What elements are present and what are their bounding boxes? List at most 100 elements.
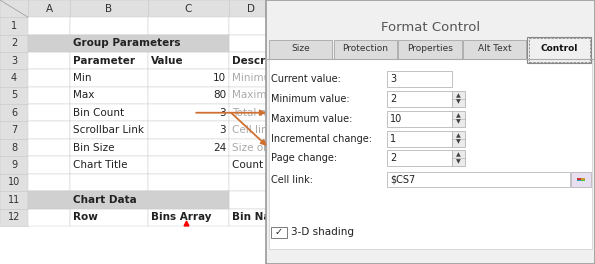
Bar bbox=[0, 104, 28, 121]
Bar bbox=[148, 52, 229, 69]
Text: $CS7: $CS7 bbox=[390, 175, 415, 185]
Bar bbox=[488, 121, 595, 139]
Bar bbox=[387, 172, 570, 187]
Text: 10: 10 bbox=[213, 73, 226, 83]
Bar bbox=[488, 191, 595, 209]
Bar bbox=[28, 156, 70, 174]
Text: Bin Name: Bin Name bbox=[232, 212, 289, 222]
Bar bbox=[528, 38, 590, 62]
Bar bbox=[28, 35, 70, 52]
Text: Cell link to: Cell link to bbox=[232, 125, 287, 135]
Bar bbox=[70, 174, 148, 191]
Bar bbox=[148, 156, 229, 174]
Bar bbox=[28, 209, 70, 226]
Bar bbox=[405, 174, 488, 191]
Bar bbox=[405, 139, 488, 156]
Text: Minimum v: Minimum v bbox=[232, 73, 290, 83]
Bar bbox=[28, 35, 229, 52]
Text: 12: 12 bbox=[8, 212, 20, 222]
Bar bbox=[488, 156, 595, 174]
Bar bbox=[488, 139, 595, 156]
Text: 9: 9 bbox=[11, 160, 17, 170]
Bar bbox=[28, 139, 70, 156]
Text: 80: 80 bbox=[213, 91, 226, 100]
Bar bbox=[387, 150, 452, 166]
Bar bbox=[452, 91, 465, 107]
Bar bbox=[336, 139, 405, 156]
Text: 4: 4 bbox=[11, 73, 17, 83]
Text: Page change:: Page change: bbox=[271, 153, 337, 163]
Bar bbox=[405, 121, 488, 139]
Bar bbox=[269, 59, 592, 249]
Bar bbox=[336, 69, 405, 87]
Text: Row: Row bbox=[73, 212, 98, 222]
Text: Chart Title: Chart Title bbox=[73, 160, 128, 170]
Text: Bins Array: Bins Array bbox=[151, 212, 211, 222]
Bar bbox=[405, 35, 488, 52]
Bar bbox=[581, 178, 585, 180]
Bar bbox=[148, 17, 229, 35]
Text: Description: Description bbox=[232, 56, 300, 66]
Bar bbox=[28, 174, 70, 191]
Bar bbox=[229, 104, 274, 121]
Bar bbox=[274, 87, 336, 104]
Text: ▲: ▲ bbox=[456, 113, 461, 118]
Bar bbox=[527, 37, 591, 63]
Bar bbox=[274, 121, 336, 139]
Bar bbox=[70, 139, 148, 156]
Bar bbox=[148, 191, 229, 209]
Text: Alt Text: Alt Text bbox=[478, 44, 511, 53]
Text: 3: 3 bbox=[220, 125, 226, 135]
Bar bbox=[229, 35, 274, 52]
Text: 11: 11 bbox=[8, 195, 20, 205]
Bar bbox=[229, 209, 274, 226]
Bar bbox=[148, 35, 229, 52]
Bar bbox=[488, 87, 595, 104]
Bar bbox=[70, 0, 148, 17]
Text: Total numb: Total numb bbox=[232, 108, 290, 118]
Bar bbox=[577, 180, 581, 181]
Bar bbox=[70, 17, 148, 35]
Bar bbox=[229, 17, 274, 35]
Bar bbox=[70, 52, 148, 69]
Text: Scrollbar Link: Scrollbar Link bbox=[73, 125, 144, 135]
Bar bbox=[70, 156, 148, 174]
Text: A: A bbox=[46, 4, 52, 13]
Text: D: D bbox=[248, 4, 255, 13]
Text: ▼: ▼ bbox=[456, 139, 461, 144]
Text: 10: 10 bbox=[8, 177, 20, 187]
Bar bbox=[70, 121, 148, 139]
Bar bbox=[336, 156, 405, 174]
Text: ▼: ▼ bbox=[456, 159, 461, 164]
Bar bbox=[387, 71, 452, 87]
Bar bbox=[387, 131, 452, 147]
Text: Min: Min bbox=[73, 73, 92, 83]
Text: 2: 2 bbox=[11, 39, 17, 48]
Bar bbox=[405, 104, 488, 121]
Bar bbox=[334, 40, 397, 59]
Bar bbox=[229, 156, 274, 174]
Bar bbox=[405, 52, 488, 69]
Text: ▲: ▲ bbox=[456, 153, 461, 158]
Text: 10: 10 bbox=[390, 114, 403, 124]
Text: 2: 2 bbox=[390, 94, 397, 104]
Bar bbox=[336, 35, 405, 52]
Bar bbox=[148, 104, 229, 121]
Bar bbox=[488, 69, 595, 87]
Text: 6: 6 bbox=[11, 108, 17, 118]
Bar bbox=[452, 111, 465, 127]
Text: Value: Value bbox=[151, 56, 183, 66]
Bar bbox=[274, 17, 336, 35]
Bar bbox=[274, 209, 336, 226]
Bar bbox=[452, 131, 465, 147]
Bar bbox=[274, 69, 336, 87]
Bar bbox=[571, 172, 591, 187]
Text: Incremental change:: Incremental change: bbox=[271, 134, 372, 144]
Bar bbox=[229, 139, 274, 156]
Bar bbox=[0, 156, 28, 174]
Bar bbox=[229, 191, 274, 209]
Bar bbox=[0, 69, 28, 87]
Bar bbox=[28, 191, 229, 209]
Text: 3: 3 bbox=[11, 56, 17, 66]
Text: Format Control: Format Control bbox=[381, 21, 480, 34]
